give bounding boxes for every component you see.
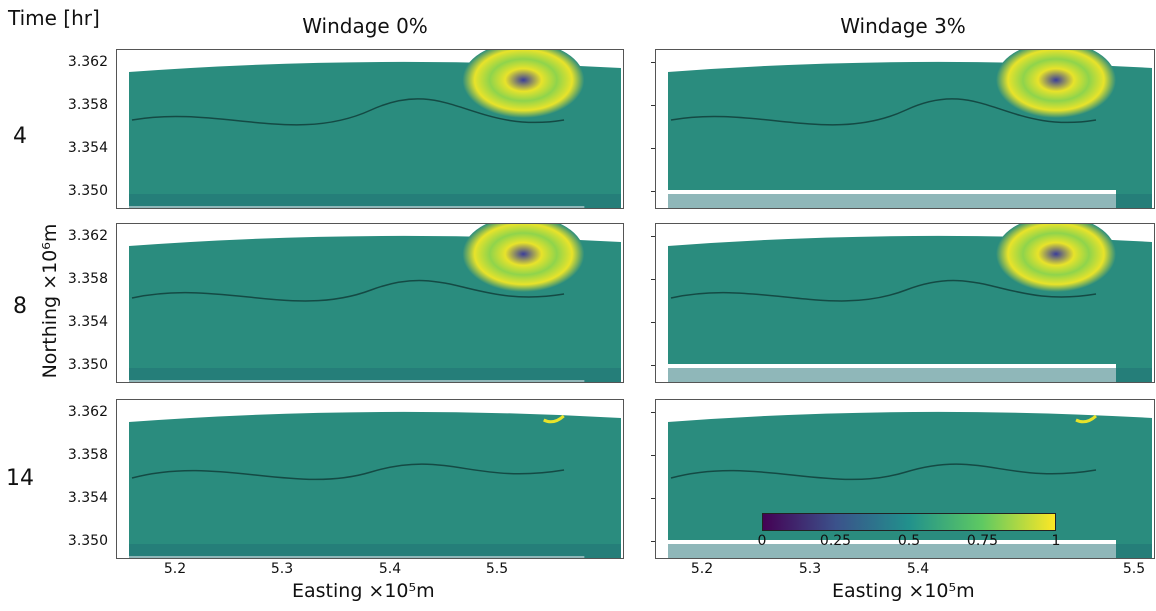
- y-tick-label: 3.354: [67, 314, 108, 330]
- colorbar: [762, 513, 1056, 531]
- y-tick-label: 3.358: [67, 97, 108, 113]
- x-tick-label: 5.4: [378, 561, 402, 577]
- y-tick-label: 3.350: [67, 357, 108, 373]
- y-tick-label: 3.354: [67, 140, 108, 156]
- row-label-time: 8: [13, 294, 27, 319]
- map-panel: [116, 399, 624, 559]
- row-label-time: 4: [13, 124, 27, 149]
- y-tick-label: 3.358: [67, 447, 108, 463]
- y-tick-label: 3.350: [67, 183, 108, 199]
- x-axis-label-right: Easting ×10⁵m: [832, 580, 975, 602]
- y-tick-mark: [651, 455, 655, 456]
- y-tick-label: 3.362: [67, 404, 108, 420]
- oil-plume: [462, 50, 585, 118]
- x-tick-label: 5.2: [690, 561, 714, 577]
- oil-plume: [996, 224, 1116, 292]
- colorbar-tick-label: 0.75: [966, 533, 999, 549]
- x-axis-label-left: Easting ×10⁵m: [292, 580, 435, 602]
- y-tick-mark: [651, 498, 655, 499]
- y-tick-mark: [651, 365, 655, 366]
- x-tick-label: 5.5: [485, 561, 509, 577]
- y-tick-mark: [651, 322, 655, 323]
- column-title-windage-0: Windage 0%: [302, 14, 428, 38]
- x-tick-label: 5.4: [906, 561, 930, 577]
- y-tick-mark: [651, 279, 655, 280]
- map-panel: [116, 49, 624, 209]
- map-panel: [655, 223, 1155, 383]
- y-tick-label: 3.358: [67, 271, 108, 287]
- y-tick-label: 3.362: [67, 228, 108, 244]
- colorbar-tick-label: 0.5: [897, 533, 921, 549]
- column-title-windage-3: Windage 3%: [840, 14, 966, 38]
- row-label-time: 14: [6, 466, 34, 491]
- x-tick-label: 5.5: [1122, 561, 1146, 577]
- y-tick-mark: [651, 62, 655, 63]
- velocity-field-map: [668, 224, 1152, 382]
- y-tick-label: 3.362: [67, 54, 108, 70]
- y-tick-label: 3.354: [67, 490, 108, 506]
- y-tick-mark: [651, 541, 655, 542]
- velocity-field-map: [668, 50, 1152, 208]
- x-tick-label: 5.2: [163, 561, 187, 577]
- y-tick-mark: [651, 412, 655, 413]
- x-tick-label: 5.3: [270, 561, 294, 577]
- y-tick-mark: [651, 236, 655, 237]
- y-tick-mark: [651, 191, 655, 192]
- colorbar-gradient: [763, 514, 1055, 530]
- map-panel: [655, 49, 1155, 209]
- velocity-field-map: [129, 411, 621, 558]
- velocity-field-map: [129, 50, 621, 208]
- map-panel: [116, 223, 624, 383]
- velocity-field: [129, 411, 621, 558]
- y-tick-mark: [651, 148, 655, 149]
- oil-plume: [996, 50, 1116, 118]
- oil-plume: [462, 224, 585, 292]
- x-tick-label: 5.3: [798, 561, 822, 577]
- colorbar-tick-label: 0: [757, 533, 767, 549]
- y-tick-mark: [651, 105, 655, 106]
- colorbar-tick-label: 0.25: [819, 533, 852, 549]
- y-tick-label: 3.350: [67, 533, 108, 549]
- velocity-field-map: [129, 224, 621, 382]
- time-axis-title: Time [hr]: [8, 6, 100, 30]
- colorbar-tick-label: 1: [1051, 533, 1061, 549]
